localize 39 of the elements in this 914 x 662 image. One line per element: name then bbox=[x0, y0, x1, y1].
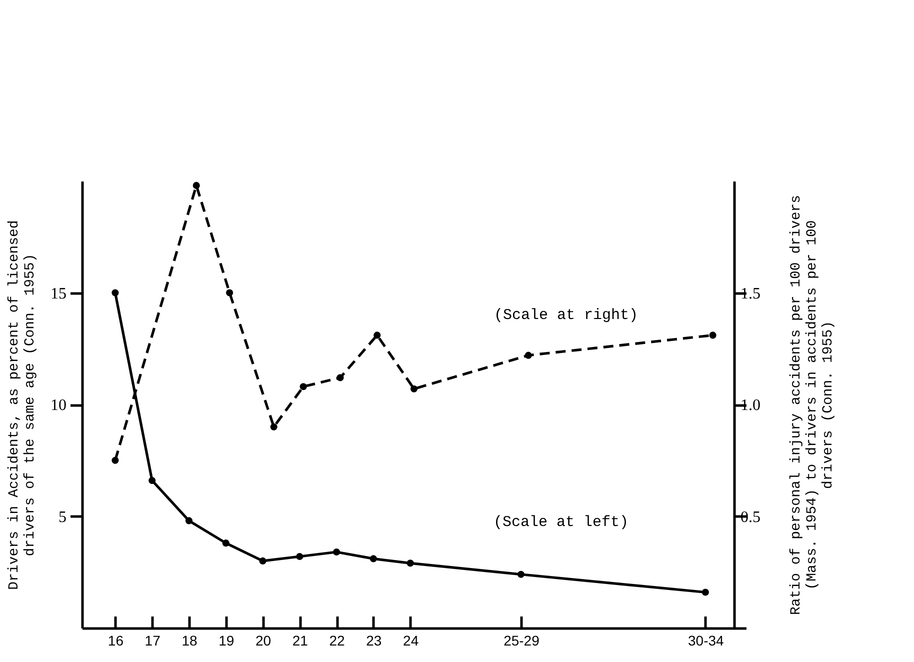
x-tick-label: 16 bbox=[108, 632, 124, 648]
x-tick-label: 22 bbox=[329, 632, 346, 648]
y-tick-label: 10 bbox=[50, 397, 66, 414]
point bbox=[300, 383, 307, 390]
y-axis-title: Drivers in Accidents, as percent of licensed drivers of the same age (Conn. 1955) bbox=[6, 220, 38, 590]
x-tick-label: 20 bbox=[255, 632, 272, 648]
point bbox=[406, 560, 414, 567]
point bbox=[709, 332, 716, 339]
point bbox=[374, 332, 381, 339]
point bbox=[226, 289, 234, 296]
point bbox=[259, 557, 266, 564]
point bbox=[517, 570, 525, 578]
point bbox=[112, 456, 119, 464]
point bbox=[410, 385, 418, 392]
y-tick-label: 5 bbox=[58, 508, 66, 526]
annotation: (Scale at left) bbox=[493, 514, 629, 531]
x-tick-label: 25-29 bbox=[504, 632, 540, 648]
point bbox=[192, 182, 200, 189]
y-tick-label: 15 bbox=[50, 285, 66, 302]
x-tick-label: 21 bbox=[292, 632, 308, 648]
point bbox=[336, 374, 344, 382]
x-tick-label: 19 bbox=[218, 632, 234, 648]
point bbox=[370, 555, 377, 562]
y2-axis-title: Ratio of personal injury accidents per 100 drivers (Mass. 1954) to drivers in accidents per 100 drivers (Conn. 1955) bbox=[788, 194, 836, 616]
x-tick-label: 30-34 bbox=[688, 632, 724, 648]
point bbox=[702, 588, 709, 596]
x-tick-label: 24 bbox=[403, 632, 419, 648]
point bbox=[270, 423, 278, 430]
x-tick-label: 23 bbox=[366, 632, 382, 648]
x-tick-label: 17 bbox=[144, 632, 161, 648]
annotation: (Scale at right) bbox=[494, 307, 638, 324]
x-tick-label: 18 bbox=[182, 632, 198, 648]
point bbox=[296, 552, 304, 560]
point bbox=[185, 517, 193, 524]
point bbox=[222, 540, 230, 547]
point bbox=[524, 352, 532, 359]
point bbox=[112, 289, 119, 296]
point bbox=[148, 476, 156, 484]
point bbox=[332, 548, 340, 556]
